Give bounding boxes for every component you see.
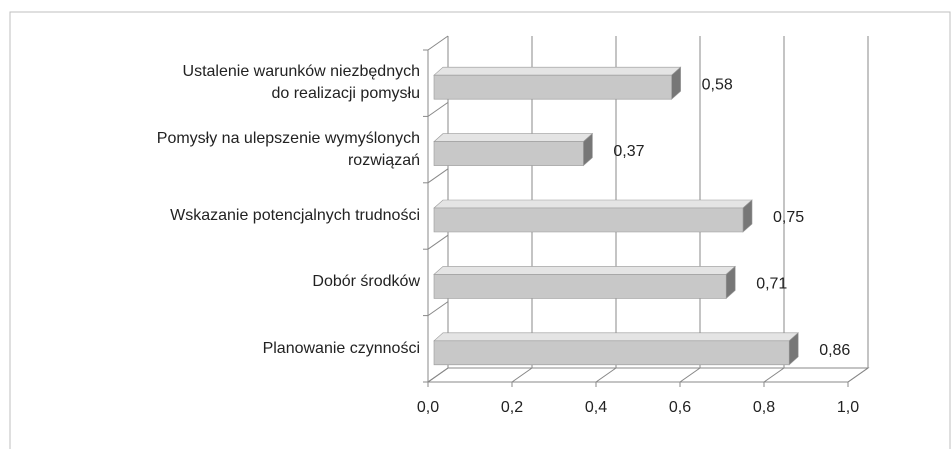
value-label: 0,75	[773, 209, 804, 226]
bar-top	[433, 133, 594, 142]
value-label: 0,37	[613, 143, 644, 160]
chart-frame	[9, 11, 951, 449]
x-tick-label: 0,8	[753, 399, 775, 416]
value-label: 0,86	[819, 342, 850, 359]
bar-top	[433, 66, 682, 76]
y-depth	[427, 301, 449, 317]
grid-line	[847, 36, 869, 383]
bar-front	[433, 141, 584, 166]
floor	[426, 367, 870, 383]
x-tick-label: 0,0	[417, 399, 439, 416]
x-tick-label: 0,2	[501, 399, 523, 416]
x-tick-label: 1,0	[837, 399, 859, 416]
bar	[433, 332, 799, 366]
y-depth	[427, 234, 449, 250]
category-label: Pomysły na ulepszenie wymyślonych rozwią…	[156, 129, 420, 169]
bar	[433, 66, 682, 100]
category-label: Planowanie czynności	[262, 339, 420, 357]
grid-line	[595, 36, 617, 383]
bar-front	[433, 207, 744, 233]
x-tick-label: 0,4	[585, 399, 607, 416]
bar	[433, 199, 753, 233]
category-label: Ustalenie warunków niezbędnych do realiz…	[182, 63, 420, 103]
bar-top	[433, 199, 753, 209]
y-depth	[427, 168, 449, 184]
bar-top	[433, 332, 799, 342]
y-depth	[427, 101, 449, 117]
category-label: Wskazanie potencjalnych trudności	[170, 207, 420, 224]
bar	[433, 265, 736, 300]
bar-front	[433, 340, 790, 366]
value-label: 0,71	[756, 276, 787, 293]
bar	[433, 132, 594, 167]
category-label: Dobór środków	[312, 273, 420, 291]
grid-line	[763, 36, 785, 383]
y-depth	[427, 35, 449, 51]
x-tick-label: 0,6	[669, 399, 691, 416]
bar-front	[433, 274, 727, 299]
bar-front	[433, 74, 672, 100]
value-label: 0,58	[702, 76, 733, 93]
grid-line	[679, 36, 701, 383]
bar-top	[433, 266, 736, 275]
